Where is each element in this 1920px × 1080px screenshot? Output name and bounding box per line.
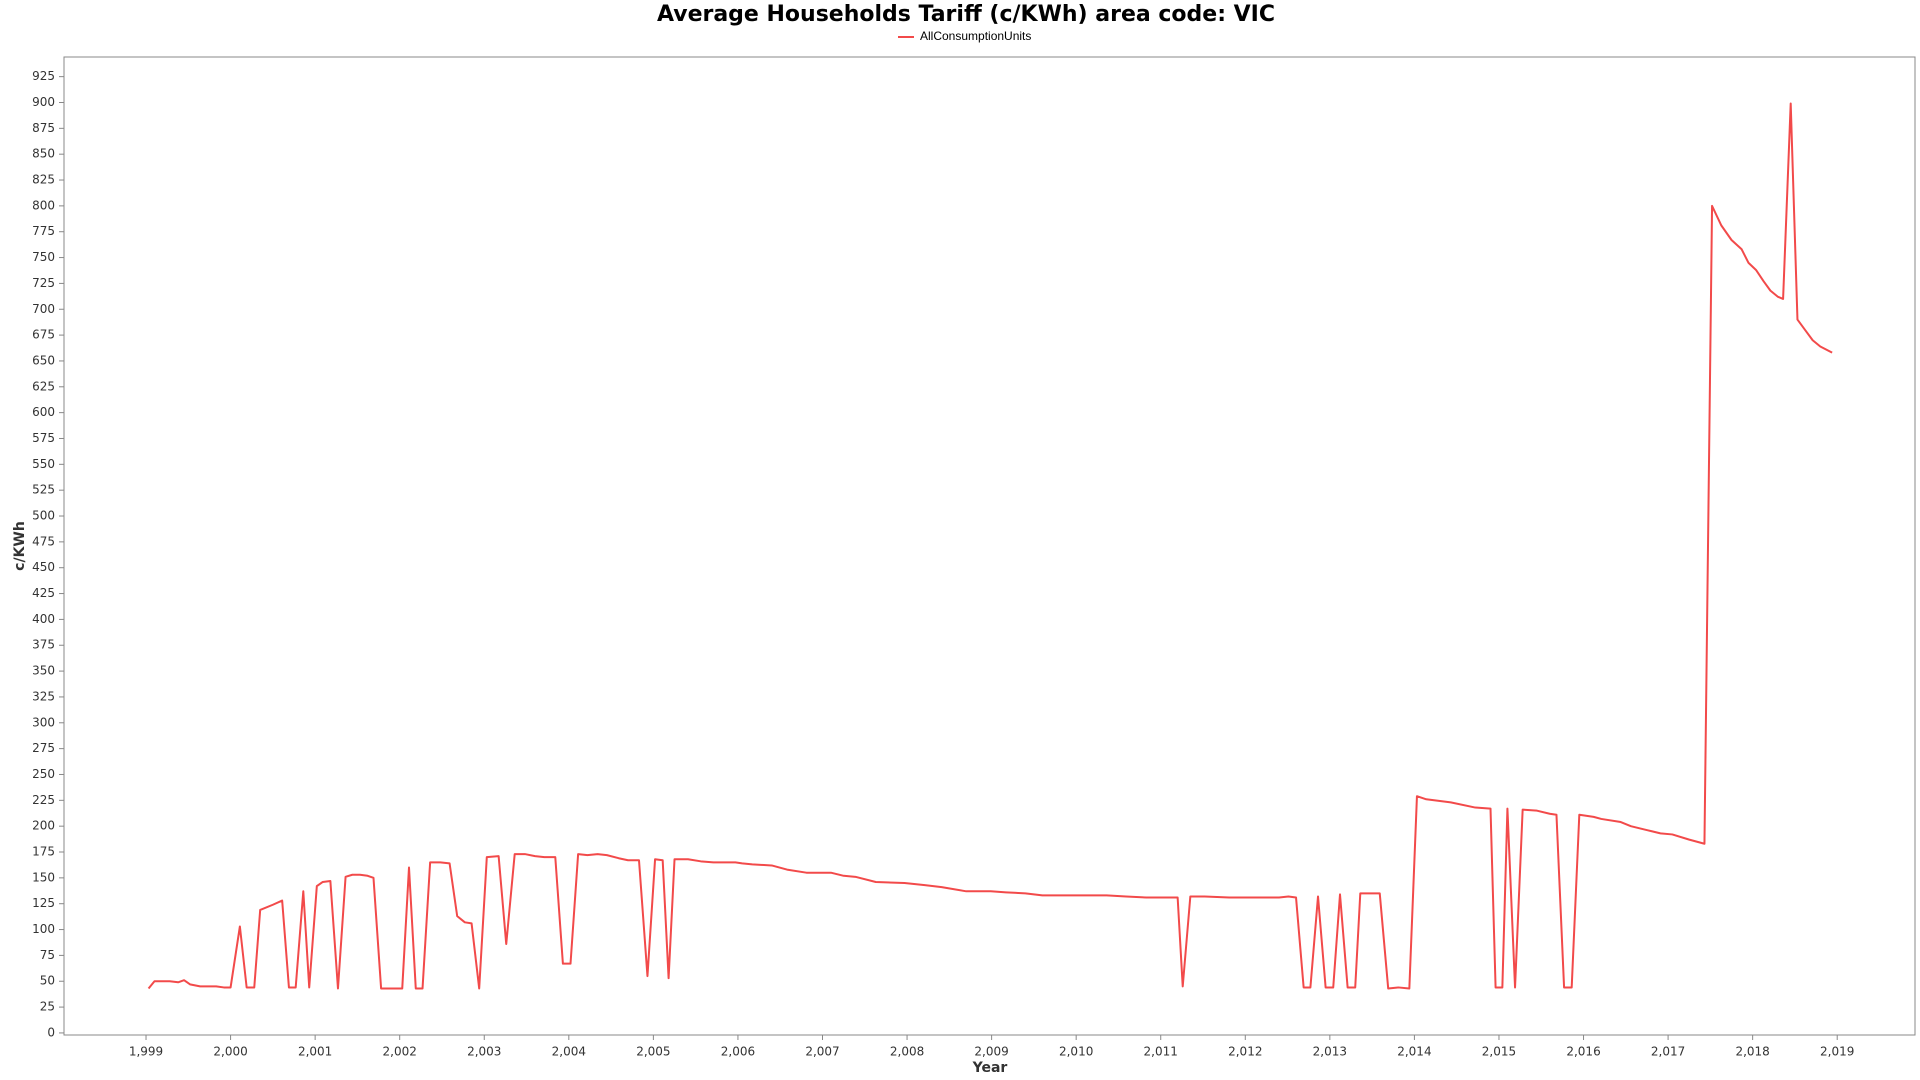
x-tick-label: 1,999 <box>129 1045 163 1059</box>
chart-title: Average Households Tariff (c/KWh) area c… <box>657 2 1275 27</box>
y-tick-label: 425 <box>32 586 55 600</box>
x-tick-label: 2,003 <box>467 1045 501 1059</box>
y-tick-label: 775 <box>32 224 55 238</box>
y-tick-label: 0 <box>47 1025 55 1039</box>
x-tick-label: 2,000 <box>213 1045 247 1059</box>
x-tick-label: 2,005 <box>636 1045 670 1059</box>
y-tick-label: 300 <box>32 715 55 729</box>
x-tick-label: 2,014 <box>1397 1045 1431 1059</box>
y-tick-label: 150 <box>32 870 55 884</box>
y-tick-label: 375 <box>32 638 55 652</box>
y-tick-label: 125 <box>32 896 55 910</box>
y-tick-label: 800 <box>32 198 55 212</box>
y-tick-label: 700 <box>32 302 55 316</box>
y-tick-label: 225 <box>32 793 55 807</box>
x-tick-label: 2,009 <box>974 1045 1008 1059</box>
y-tick-label: 650 <box>32 353 55 367</box>
x-tick-label: 2,006 <box>721 1045 755 1059</box>
y-tick-label: 325 <box>32 689 55 703</box>
x-tick-label: 2,018 <box>1735 1045 1769 1059</box>
y-tick-label: 50 <box>40 974 55 988</box>
y-tick-label: 625 <box>32 379 55 393</box>
y-tick-label: 750 <box>32 250 55 264</box>
y-tick-label: 350 <box>32 664 55 678</box>
y-axis-label: c/KWh <box>12 521 28 571</box>
x-tick-label: 2,012 <box>1228 1045 1262 1059</box>
y-tick-label: 275 <box>32 741 55 755</box>
y-tick-label: 450 <box>32 560 55 574</box>
y-tick-label: 900 <box>32 95 55 109</box>
y-tick-label: 25 <box>40 1000 55 1014</box>
x-tick-label: 2,008 <box>890 1045 924 1059</box>
x-tick-label: 2,002 <box>383 1045 417 1059</box>
x-tick-label: 2,016 <box>1566 1045 1600 1059</box>
x-tick-label: 2,019 <box>1820 1045 1854 1059</box>
y-tick-label: 825 <box>32 173 55 187</box>
y-tick-label: 575 <box>32 431 55 445</box>
x-tick-label: 2,017 <box>1651 1045 1685 1059</box>
x-tick-label: 2,001 <box>298 1045 332 1059</box>
y-tick-label: 200 <box>32 819 55 833</box>
y-tick-label: 675 <box>32 328 55 342</box>
x-tick-label: 2,011 <box>1144 1045 1178 1059</box>
y-tick-label: 500 <box>32 509 55 523</box>
y-tick-label: 850 <box>32 147 55 161</box>
y-tick-label: 75 <box>40 948 55 962</box>
y-tick-label: 600 <box>32 405 55 419</box>
y-tick-label: 550 <box>32 457 55 471</box>
x-tick-label: 2,013 <box>1313 1045 1347 1059</box>
y-tick-label: 725 <box>32 276 55 290</box>
y-tick-label: 525 <box>32 483 55 497</box>
data-line <box>147 102 1833 990</box>
y-tick-label: 925 <box>32 69 55 83</box>
y-tick-label: 400 <box>32 612 55 626</box>
y-tick-label: 475 <box>32 534 55 548</box>
y-tick-label: 175 <box>32 845 55 859</box>
x-tick-label: 2,010 <box>1059 1045 1093 1059</box>
x-axis-label: Year <box>972 1060 1008 1076</box>
x-tick-label: 2,004 <box>552 1045 586 1059</box>
legend-label: AllConsumptionUnits <box>920 29 1031 43</box>
y-tick-label: 100 <box>32 922 55 936</box>
x-tick-label: 2,007 <box>805 1045 839 1059</box>
y-tick-label: 250 <box>32 767 55 781</box>
y-tick-label: 875 <box>32 121 55 135</box>
x-tick-label: 2,015 <box>1482 1045 1516 1059</box>
plot-frame <box>63 56 1916 1036</box>
